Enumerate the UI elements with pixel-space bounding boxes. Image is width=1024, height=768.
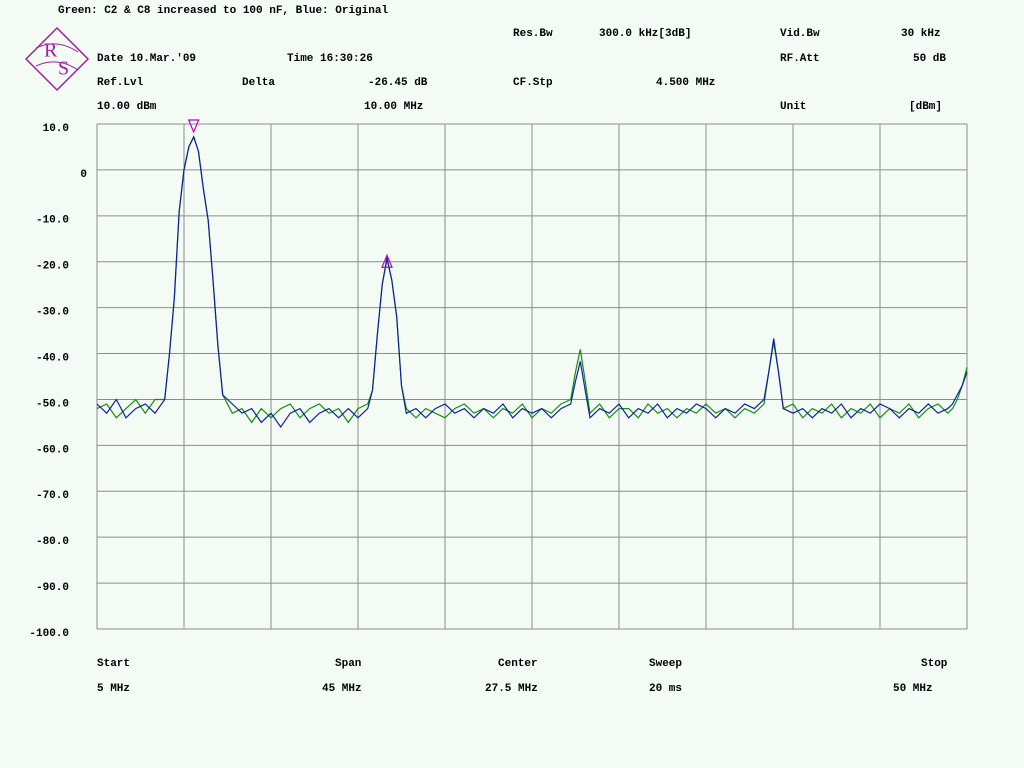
marker xyxy=(187,119,200,134)
y-tick-label: -80.0 xyxy=(36,536,69,548)
y-tick-label: -90.0 xyxy=(36,582,69,594)
time: Time 16:30:26 xyxy=(287,53,373,65)
setting-label: Delta xyxy=(242,77,275,89)
marker xyxy=(381,253,393,268)
setting-value: 10.00 dBm xyxy=(97,101,157,113)
y-tick-label: 0 xyxy=(80,169,87,181)
footer-label: Center xyxy=(498,658,538,670)
logo: R S xyxy=(24,26,90,92)
setting-value: [dBm] xyxy=(909,101,942,113)
footer-label: Stop xyxy=(921,658,948,670)
logo-letter: S xyxy=(58,58,69,80)
footer-value: 20 ms xyxy=(649,683,682,695)
setting-label: Res.Bw xyxy=(513,28,553,40)
y-tick-label: -10.0 xyxy=(36,215,69,227)
y-tick-label: -40.0 xyxy=(36,352,69,364)
setting-value: 300.0 kHz[3dB] xyxy=(599,28,691,40)
y-tick-label: -100.0 xyxy=(29,628,69,640)
trace xyxy=(96,135,968,429)
setting-value: -26.45 dB xyxy=(368,77,428,89)
date: Date 10.Mar.'09 xyxy=(97,53,196,65)
footer-label: Sweep xyxy=(649,658,682,670)
footer-value: 5 MHz xyxy=(97,683,130,695)
setting-label: RF.Att xyxy=(780,53,820,65)
footer-value: 50 MHz xyxy=(893,683,933,695)
footer-label: Span xyxy=(335,658,361,670)
setting-value: 4.500 MHz xyxy=(656,77,715,89)
setting-value: 30 kHz xyxy=(901,28,941,40)
logo-waves xyxy=(35,43,79,71)
setting-label: Ref.Lvl xyxy=(97,77,144,89)
y-tick-label: -20.0 xyxy=(36,261,69,273)
setting-label: Vid.Bw xyxy=(780,28,820,40)
y-tick-label: -60.0 xyxy=(36,444,69,456)
y-tick-label: -30.0 xyxy=(36,307,69,319)
logo-letter: R xyxy=(44,40,58,62)
setting-value: 50 dB xyxy=(913,53,946,65)
chart-title: Green: C2 & C8 increased to 100 nF, Blue… xyxy=(58,5,388,17)
y-tick-label: -50.0 xyxy=(36,398,69,410)
y-tick-label: 10.0 xyxy=(43,123,69,135)
y-tick-label: -70.0 xyxy=(36,490,69,502)
footer-value: 45 MHz xyxy=(322,683,362,695)
setting-value: 10.00 MHz xyxy=(364,101,423,113)
setting-label: Unit xyxy=(780,101,806,113)
setting-label: CF.Stp xyxy=(513,77,553,89)
logo-diamond xyxy=(24,26,90,92)
footer-label: Start xyxy=(97,658,130,670)
footer-value: 27.5 MHz xyxy=(485,683,538,695)
